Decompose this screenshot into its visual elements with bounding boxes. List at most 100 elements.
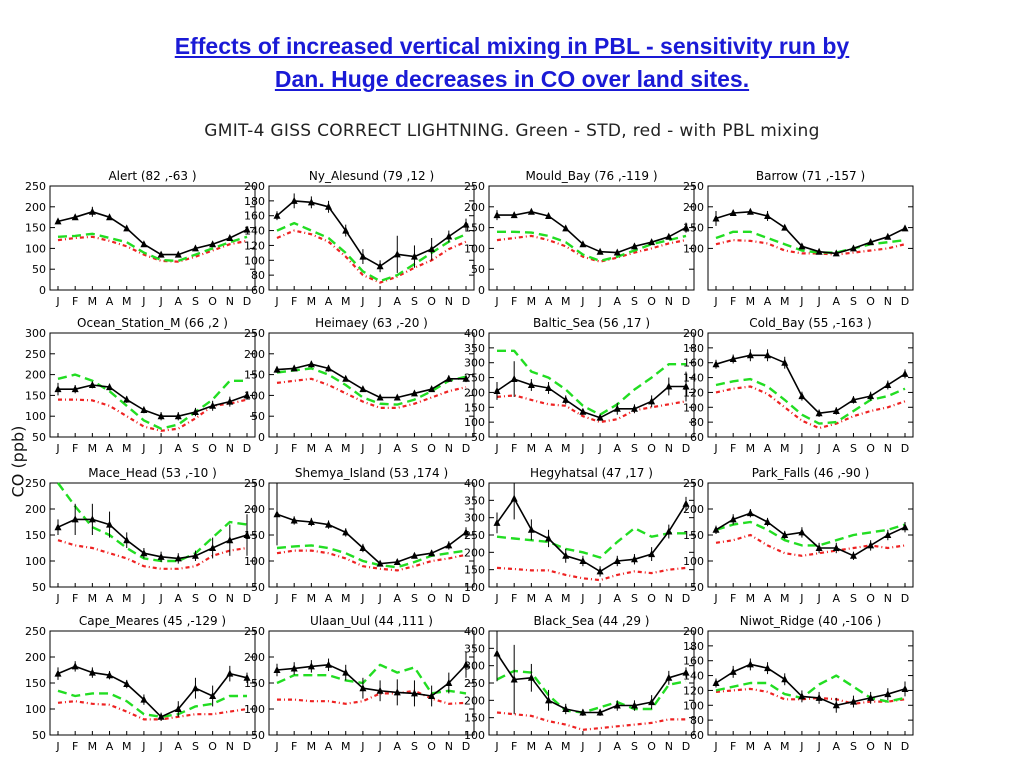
observed-point: [106, 383, 114, 391]
observed-point: [325, 364, 333, 372]
x-tick-label: O: [866, 442, 875, 455]
x-tick-label: A: [175, 295, 183, 308]
x-tick-label: S: [411, 740, 418, 753]
y-tick-label: 200: [25, 201, 46, 214]
x-tick-label: M: [780, 740, 790, 753]
observed-point: [462, 660, 470, 668]
observed-point: [867, 392, 875, 400]
x-tick-label: A: [545, 592, 553, 605]
x-tick-label: S: [192, 740, 199, 753]
x-tick-label: M: [527, 592, 537, 605]
x-tick-label: M: [780, 295, 790, 308]
y-tick-label: 50: [690, 581, 704, 594]
x-tick-label: A: [106, 740, 114, 753]
y-tick-label: 250: [25, 180, 46, 193]
y-tick-label: 250: [25, 477, 46, 490]
observed-point: [410, 689, 418, 697]
observed-point: [191, 684, 199, 692]
observed-point: [140, 549, 148, 557]
y-tick-label: 200: [464, 694, 485, 707]
plot-frame: [49, 482, 256, 588]
observed-point: [901, 224, 909, 232]
series-pbl-line: [496, 566, 687, 582]
series-pbl-line: [496, 234, 687, 263]
observed-point: [54, 669, 62, 677]
observed-point: [832, 701, 840, 709]
figure-caption: GMIT-4 GISS CORRECT LIGHTNING. Green - S…: [204, 121, 820, 141]
series-std-line: [715, 520, 906, 547]
x-tick-label: F: [291, 740, 297, 753]
observed-point: [764, 351, 772, 359]
observed-point: [88, 515, 96, 523]
observed-point: [493, 386, 501, 394]
observed-point: [493, 211, 501, 219]
x-tick-label: S: [192, 592, 199, 605]
observed-point: [393, 393, 401, 401]
observed-point: [428, 692, 436, 699]
observed-point: [226, 536, 234, 544]
x-tick-label: J: [141, 740, 145, 753]
y-tick-label: 200: [25, 369, 46, 382]
x-tick-label: N: [226, 295, 234, 308]
x-tick-label: N: [884, 295, 892, 308]
observed-point: [428, 385, 436, 393]
x-tick-label: J: [799, 740, 803, 753]
observed-point: [209, 692, 217, 699]
observed-point: [781, 223, 789, 231]
x-tick-label: J: [580, 295, 584, 308]
x-tick-label: N: [665, 592, 673, 605]
observed-point: [123, 680, 131, 688]
x-tick-label: M: [341, 442, 351, 455]
x-tick-label: D: [682, 442, 690, 455]
observed-point: [815, 544, 823, 551]
observed-point: [359, 684, 367, 692]
x-tick-label: J: [597, 442, 601, 455]
observed-point: [106, 520, 114, 528]
series-observed-line: [496, 497, 687, 573]
x-tick-label: J: [597, 740, 601, 753]
x-tick-label: J: [55, 295, 59, 308]
observed-point: [712, 214, 720, 222]
observed-point: [88, 668, 96, 676]
x-tick-label: N: [226, 592, 234, 605]
observed-point: [613, 701, 621, 709]
x-tick-label: S: [192, 442, 199, 455]
observed-point: [579, 407, 587, 415]
series-std-line: [715, 377, 906, 425]
x-tick-label: S: [631, 442, 638, 455]
observed-point: [596, 708, 604, 716]
observed-point: [273, 510, 281, 518]
slide-title-line2: Dan. Huge decreases in CO over land site…: [274, 66, 750, 92]
series-observed-line: [276, 200, 467, 268]
observed-point: [410, 252, 418, 260]
y-tick-label: 300: [464, 357, 485, 370]
x-tick-label: O: [427, 740, 436, 753]
panel-4: Ocean_Station_M (66 ,2 ) 50 100 150 200 250 30…: [25, 316, 256, 455]
x-tick-label: M: [307, 295, 317, 308]
observed-point: [665, 527, 673, 535]
y-tick-label: 100: [683, 401, 704, 414]
observed-point: [849, 395, 857, 403]
observed-point: [613, 248, 621, 256]
observed-point: [562, 224, 570, 232]
y-tick-label: 150: [464, 712, 485, 725]
observed-point: [712, 525, 720, 533]
y-tick-label: 80: [251, 269, 265, 282]
observed-point: [410, 551, 418, 559]
x-tick-label: J: [360, 740, 364, 753]
observed-point: [359, 252, 367, 260]
x-tick-label: O: [208, 740, 217, 753]
y-tick-label: 100: [244, 254, 265, 267]
observed-point: [867, 238, 875, 246]
panel-title: Ocean_Station_M (66 ,2 ): [77, 316, 228, 330]
observed-point: [140, 695, 148, 703]
x-tick-label: N: [226, 740, 234, 753]
slide-title-line1: Effects of increased vertical mixing in …: [174, 33, 850, 59]
series-std-line: [57, 482, 248, 563]
x-tick-label: O: [208, 592, 217, 605]
y-tick-label: 50: [471, 263, 485, 276]
y-tick-label: 100: [683, 699, 704, 712]
y-tick-label: 200: [464, 546, 485, 559]
